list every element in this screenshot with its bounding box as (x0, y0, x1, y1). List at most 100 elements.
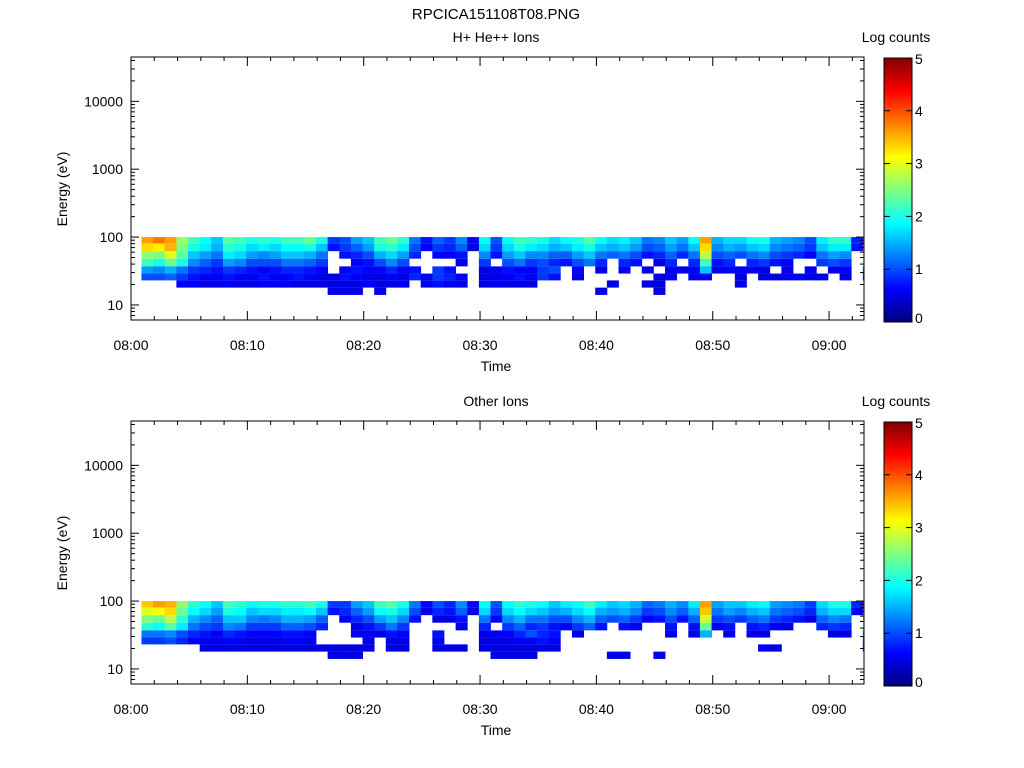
heatmap-cell (420, 273, 433, 281)
heatmap-cell (513, 622, 526, 631)
heatmap-cell (490, 251, 503, 259)
heatmap-cell (246, 644, 259, 652)
heatmap-cell (560, 615, 573, 623)
heatmap-cell (502, 637, 515, 645)
heatmap-cell (234, 243, 247, 252)
heatmap-cell (758, 630, 771, 638)
figure-title: RPCICA151108T08.PNG (412, 6, 580, 23)
heatmap-cell (537, 237, 550, 244)
heatmap-cell (281, 622, 294, 631)
heatmap-cell (548, 630, 561, 638)
heatmap-cell (618, 258, 631, 267)
heatmap-cell (769, 258, 782, 267)
heatmap-cell (653, 251, 666, 259)
heatmap-cell (257, 644, 270, 652)
heatmap-cell (292, 637, 305, 645)
heatmap-cell (630, 607, 643, 616)
heatmap-cell (153, 266, 166, 274)
panel-1-y-ticks: 10 100 1000 10000 (84, 59, 864, 321)
heatmap-cell (641, 237, 654, 244)
heatmap-cell (525, 251, 538, 259)
heatmap-cell (269, 243, 282, 252)
y-tick-label: 10000 (84, 93, 123, 109)
heatmap-cell (827, 615, 840, 623)
panel-1-y-axis-label: Energy (eV) (54, 152, 70, 227)
heatmap-cell (281, 601, 294, 608)
panel-2-heatmap (141, 601, 864, 659)
heatmap-cell (153, 622, 166, 631)
heatmap-cell (234, 258, 247, 267)
heatmap-cell (246, 607, 259, 616)
heatmap-cell (665, 243, 678, 252)
heatmap-cell (676, 607, 689, 616)
heatmap-cell (269, 615, 282, 623)
heatmap-cell (502, 651, 515, 659)
heatmap-cell (443, 607, 457, 616)
heatmap-cell (350, 266, 363, 274)
heatmap-cell (827, 237, 840, 244)
heatmap-cell (304, 266, 317, 274)
heatmap-cell (222, 622, 235, 631)
heatmap-cell (862, 266, 864, 274)
heatmap-cell (164, 607, 177, 616)
heatmap-cell (513, 258, 526, 267)
heatmap-cell (711, 251, 724, 259)
heatmap-cell (793, 615, 806, 623)
heatmap-cell (723, 607, 736, 616)
heatmap-cell (350, 601, 363, 608)
heatmap-cell (746, 630, 759, 638)
heatmap-cell (455, 644, 468, 652)
heatmap-cell (350, 243, 363, 252)
heatmap-cell (397, 615, 410, 623)
heatmap-cell (211, 622, 224, 631)
heatmap-cell (478, 243, 491, 252)
heatmap-cell (630, 601, 643, 608)
heatmap-cell (502, 280, 515, 288)
heatmap-cell (688, 622, 701, 631)
colorbar-tick-label: 1 (915, 625, 923, 641)
heatmap-cell (804, 615, 817, 623)
panel-2-x-ticks: 08:00 08:10 08:20 08:30 08:40 08:50 09:00 (113, 421, 853, 717)
panel-1-plot-frame (130, 56, 865, 321)
heatmap-cell (385, 644, 398, 652)
heatmap-cell (304, 637, 317, 645)
heatmap-cell (653, 601, 666, 608)
heatmap-cell (560, 258, 573, 267)
heatmap-cell (153, 251, 166, 259)
heatmap-cell (816, 251, 829, 259)
heatmap-cell (316, 622, 329, 631)
heatmap-cell (455, 258, 468, 267)
heatmap-cell (246, 637, 259, 645)
y-tick-label: 1000 (92, 161, 123, 177)
panel-2-y-ticks: 10 100 1000 10000 (84, 423, 864, 685)
heatmap-cell (269, 251, 282, 259)
heatmap-cell (234, 637, 247, 645)
heatmap-cell (595, 601, 608, 608)
heatmap-cell (630, 615, 643, 623)
heatmap-cell (583, 607, 596, 616)
heatmap-cell (246, 615, 259, 623)
heatmap-cell (653, 243, 666, 252)
heatmap-cell (257, 615, 270, 623)
heatmap-cell (537, 601, 550, 608)
heatmap-cell (746, 243, 759, 252)
heatmap-cell (630, 251, 643, 259)
heatmap-cell (316, 280, 329, 288)
heatmap-cell (362, 273, 375, 281)
heatmap-cell (525, 622, 538, 631)
heatmap-cell (246, 601, 259, 608)
heatmap-cell (199, 258, 212, 267)
heatmap-cell (827, 258, 840, 267)
heatmap-cell (699, 258, 712, 267)
heatmap-cell (548, 607, 561, 616)
heatmap-cell (164, 615, 177, 623)
heatmap-cell (350, 287, 363, 295)
heatmap-cell (455, 607, 468, 616)
heatmap-cell (374, 258, 387, 267)
heatmap-cell (571, 607, 584, 616)
heatmap-cell (723, 243, 736, 252)
heatmap-cell (502, 258, 515, 267)
heatmap-cell (839, 601, 852, 608)
heatmap-cell (723, 622, 736, 631)
heatmap-cell (641, 607, 654, 616)
